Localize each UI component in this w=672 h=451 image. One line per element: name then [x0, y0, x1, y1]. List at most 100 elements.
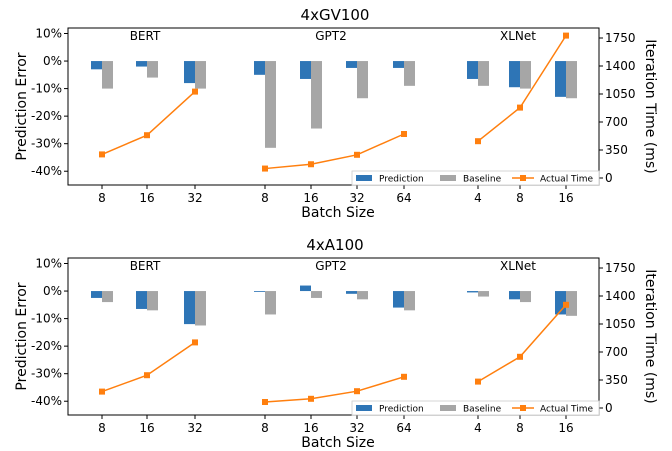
y2-tick-label: 1050 [605, 317, 636, 331]
actual-time-marker [99, 388, 105, 395]
x-tick-label: 8 [261, 191, 269, 205]
prediction-bar [555, 291, 566, 315]
prediction-bar [555, 61, 566, 97]
x-tick-label: 16 [139, 421, 154, 435]
legend-swatch-prediction [356, 175, 372, 181]
actual-time-marker [517, 104, 523, 111]
y-tick-label: -40% [31, 164, 62, 178]
x-tick-label: 8 [98, 421, 106, 435]
actual-time-marker [262, 399, 268, 405]
actual-time-line [101, 341, 196, 393]
x-tick-label: 4 [474, 421, 482, 435]
actual-time-marker [308, 161, 314, 168]
baseline-bar [404, 291, 415, 311]
baseline-bar [311, 61, 322, 129]
x-tick-label: 16 [558, 191, 573, 205]
baseline-bar [357, 291, 368, 300]
y-tick-label: -10% [31, 82, 62, 96]
actual-time-marker [401, 131, 407, 137]
x-tick-label: 32 [349, 421, 364, 435]
y-axis-label: Prediction Error [14, 52, 30, 160]
y2-tick-label: 1750 [605, 261, 636, 275]
group-label: XLNet [500, 259, 536, 273]
y2-tick-label: 350 [605, 373, 628, 387]
y-tick-label: 10% [35, 257, 62, 271]
legend-label-actual: Actual Time [540, 405, 594, 415]
actual-time-marker [354, 151, 360, 158]
y2-tick-label: 700 [605, 345, 628, 359]
x-tick-label: 64 [396, 421, 411, 435]
prediction-bar [184, 291, 195, 325]
x-tick-label: 32 [187, 421, 202, 435]
group-label: BERT [130, 29, 161, 43]
panel-4xa100: 4xA100 10% 0% -10% -20% -30% -40% 1750 1400 1050 7… [14, 236, 658, 451]
actual-time-marker [308, 395, 314, 402]
group-label: GPT2 [315, 259, 347, 273]
chart-title: 4xA100 [306, 236, 363, 254]
y-tick-label: -40% [31, 394, 62, 408]
y-axis-label: Prediction Error [14, 282, 30, 390]
prediction-bar [346, 291, 357, 294]
baseline-bar [478, 61, 489, 86]
x-tick-label: 4 [474, 191, 482, 205]
actual-time-marker [99, 151, 105, 158]
prediction-bar [91, 291, 102, 298]
x-tick-label: 8 [516, 421, 524, 435]
actual-time-marker [517, 353, 523, 360]
legend-label-actual: Actual Time [540, 175, 594, 185]
y2-tick-label: 350 [605, 143, 628, 157]
legend: Prediction Baseline Actual Time [351, 400, 600, 416]
y-tick-label: -20% [31, 339, 62, 353]
y2-tick-label: 1050 [605, 87, 636, 101]
baseline-bar [566, 61, 577, 99]
x-tick-label: 64 [396, 191, 411, 205]
y-tick-label: -10% [31, 312, 62, 326]
baseline-bar [265, 291, 276, 315]
baseline-bar [265, 61, 276, 148]
prediction-bar [509, 61, 520, 88]
prediction-bar [91, 61, 102, 70]
baseline-bar [404, 61, 415, 86]
actual-time-marker [401, 373, 407, 380]
y-tick-label: -30% [31, 137, 62, 151]
legend-label-prediction: Prediction [379, 175, 424, 185]
prediction-bar [467, 291, 478, 293]
actual-time-line [264, 376, 405, 403]
y-tick-label: 0% [43, 54, 62, 68]
y2-tick-label: 1750 [605, 31, 636, 45]
actual-time-marker [192, 88, 198, 95]
legend-swatch-baseline [440, 405, 456, 411]
actual-time-marker [144, 372, 150, 379]
x-tick-label: 16 [303, 421, 318, 435]
baseline-bar [102, 291, 113, 303]
legend-swatch-prediction [356, 405, 372, 411]
x-tick-label: 16 [303, 191, 318, 205]
prediction-bar [300, 61, 311, 79]
baseline-bar [147, 61, 158, 78]
x-tick-label: 32 [187, 191, 202, 205]
prediction-bar [300, 285, 311, 292]
x-tick-label: 8 [516, 191, 524, 205]
baseline-bar [520, 291, 531, 303]
plot-frame [67, 257, 600, 416]
prediction-bar [346, 61, 357, 68]
group-label: BERT [130, 259, 161, 273]
group-label: XLNet [500, 29, 536, 43]
actual-time-line [101, 91, 196, 156]
x-tick-label: 8 [98, 191, 106, 205]
actual-time-marker [563, 301, 569, 308]
prediction-bar [393, 61, 404, 68]
prediction-bar [509, 291, 520, 300]
actual-time-line [477, 304, 567, 383]
actual-time-marker [563, 32, 569, 39]
actual-time-marker [192, 339, 198, 346]
prediction-bar [254, 291, 265, 292]
legend-swatch-actual-marker [520, 405, 526, 411]
baseline-bar [566, 291, 577, 316]
prediction-bar [136, 291, 147, 309]
baseline-bar [147, 291, 158, 311]
legend-swatch-actual-marker [520, 175, 526, 181]
actual-time-marker [262, 165, 268, 172]
prediction-bar [467, 61, 478, 79]
